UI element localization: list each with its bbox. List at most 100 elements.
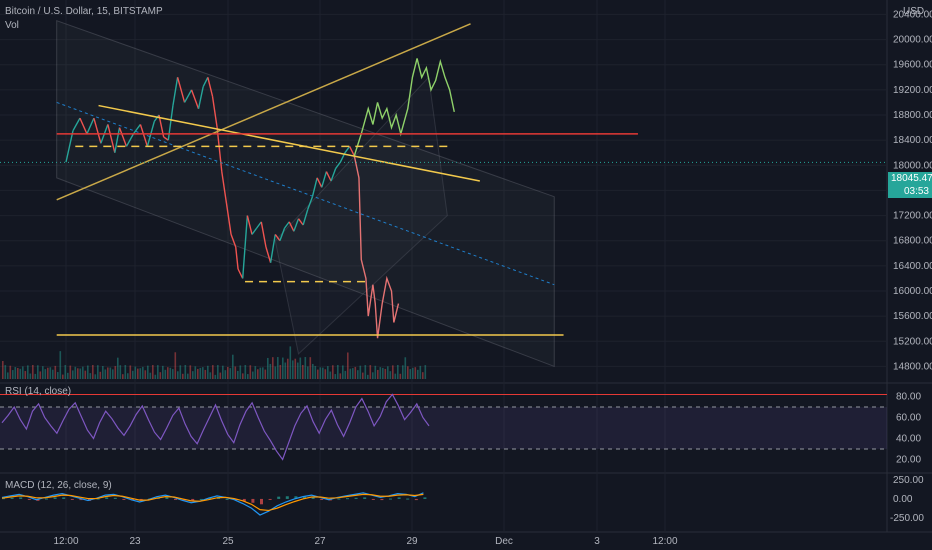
- volume-bar: [277, 357, 279, 379]
- drawing-overlays[interactable]: [0, 23, 887, 336]
- price-segment: [283, 221, 290, 229]
- volume-bar: [402, 365, 404, 379]
- volume-bar: [414, 367, 417, 379]
- volume-bar: [82, 366, 84, 379]
- currency-label[interactable]: USD: [903, 6, 925, 17]
- volume-bar: [384, 368, 387, 379]
- volume-bar: [202, 367, 204, 379]
- volume-bar: [254, 366, 257, 379]
- macd-histogram-bar: [371, 498, 375, 500]
- projection-bullish: [353, 58, 455, 157]
- volume-legend[interactable]: Vol: [5, 20, 19, 31]
- symbol-legend[interactable]: Bitcoin / U.S. Dollar, 15, BITSTAMP: [5, 6, 163, 17]
- price-segment: [246, 215, 253, 235]
- volume-bar: [379, 367, 382, 379]
- volume-bar: [259, 367, 262, 379]
- price-tick-label: 18000.00: [893, 160, 932, 171]
- price-segment: [316, 177, 323, 188]
- price-segment: [86, 117, 95, 135]
- price-segment: [72, 117, 81, 132]
- price-segment: [65, 130, 74, 163]
- time-tick-label: 12:00: [53, 536, 78, 547]
- volume-bar: [374, 365, 377, 379]
- price-tick-label: 20000.00: [893, 35, 932, 46]
- volume-bar: [137, 368, 139, 379]
- price-segment: [216, 127, 223, 172]
- price-segment: [349, 146, 355, 157]
- volume-bar: [304, 357, 307, 379]
- volume-bar: [27, 365, 29, 379]
- price-segment: [269, 234, 276, 263]
- price-segment: [163, 136, 169, 141]
- price-tick-label: 20400.00: [893, 9, 932, 20]
- price-segment: [211, 96, 218, 128]
- price-segment: [225, 202, 232, 235]
- rsi-legend[interactable]: RSI (14, close): [5, 386, 72, 397]
- volume-bar: [199, 367, 202, 379]
- macd-histogram-bar: [79, 498, 83, 501]
- volume-bar: [309, 357, 312, 379]
- volume-bar: [69, 365, 72, 379]
- volume-bar: [219, 372, 222, 379]
- volume-bar: [399, 373, 402, 379]
- price-tick-label: 16400.00: [893, 261, 932, 272]
- price-segment: [321, 171, 328, 188]
- macd-histogram-bar: [199, 498, 203, 500]
- volume-bar: [174, 352, 177, 379]
- volume-bar: [419, 365, 422, 379]
- volume-bar: [94, 374, 97, 379]
- volume-bar: [367, 374, 369, 379]
- macd-histogram-bar: [251, 498, 255, 503]
- volume-bar: [149, 372, 152, 379]
- volume-bar: [7, 372, 9, 379]
- macd-pane[interactable]: [1, 492, 427, 516]
- price-segment: [107, 124, 116, 153]
- price-segment: [302, 209, 309, 226]
- volume-bar: [122, 374, 124, 379]
- volume-bar: [87, 365, 89, 379]
- price-segment: [230, 234, 237, 248]
- current-price-tag: 18045.47: [888, 172, 932, 185]
- macd-histogram-bar: [242, 498, 246, 502]
- volume-bar: [289, 346, 292, 379]
- volume-bar: [72, 370, 74, 379]
- price-segment: [132, 124, 141, 135]
- volume-bar: [54, 365, 57, 379]
- macd-histogram-bar: [191, 498, 195, 501]
- trend-line-2[interactable]: [98, 104, 480, 182]
- volume-bar: [184, 365, 187, 379]
- volume-bar: [19, 368, 22, 379]
- macd-histogram-bar: [406, 498, 410, 500]
- rsi-tick-label: 40.00: [896, 434, 921, 445]
- volume-bar: [337, 365, 339, 379]
- volume-bar: [197, 368, 199, 379]
- rsi-tick-label: 20.00: [896, 455, 921, 466]
- trend-line-1[interactable]: [56, 23, 471, 201]
- volume-bar: [322, 367, 324, 379]
- macd-histogram-bar: [303, 496, 306, 499]
- volume-bar: [29, 373, 32, 379]
- time-axis[interactable]: 12:00 23 25 27 29 Dec 3 12:00: [53, 536, 677, 547]
- price-segment: [221, 171, 228, 204]
- price-tick-label: 15200.00: [893, 336, 932, 347]
- rsi-pane[interactable]: [0, 393, 887, 461]
- volume-bar: [159, 372, 162, 379]
- volume-bar: [207, 365, 209, 379]
- price-segment: [265, 246, 272, 263]
- volume-bar: [102, 366, 104, 379]
- macd-histogram-bar: [389, 498, 392, 500]
- volume-bar: [167, 367, 169, 379]
- macd-histogram-bar: [70, 498, 74, 500]
- price-segment: [197, 86, 204, 109]
- time-tick-label: 25: [222, 536, 234, 547]
- volume-bar: [357, 370, 359, 379]
- macd-legend[interactable]: MACD (12, 26, close, 9): [5, 480, 112, 491]
- volume-bar: [97, 365, 99, 379]
- volume-bar: [227, 366, 229, 379]
- volume-bar: [217, 365, 219, 379]
- price-segment: [260, 221, 267, 248]
- volume-bar: [142, 366, 144, 379]
- volume-bar: [389, 371, 392, 379]
- price-tick-label: 16000.00: [893, 286, 932, 297]
